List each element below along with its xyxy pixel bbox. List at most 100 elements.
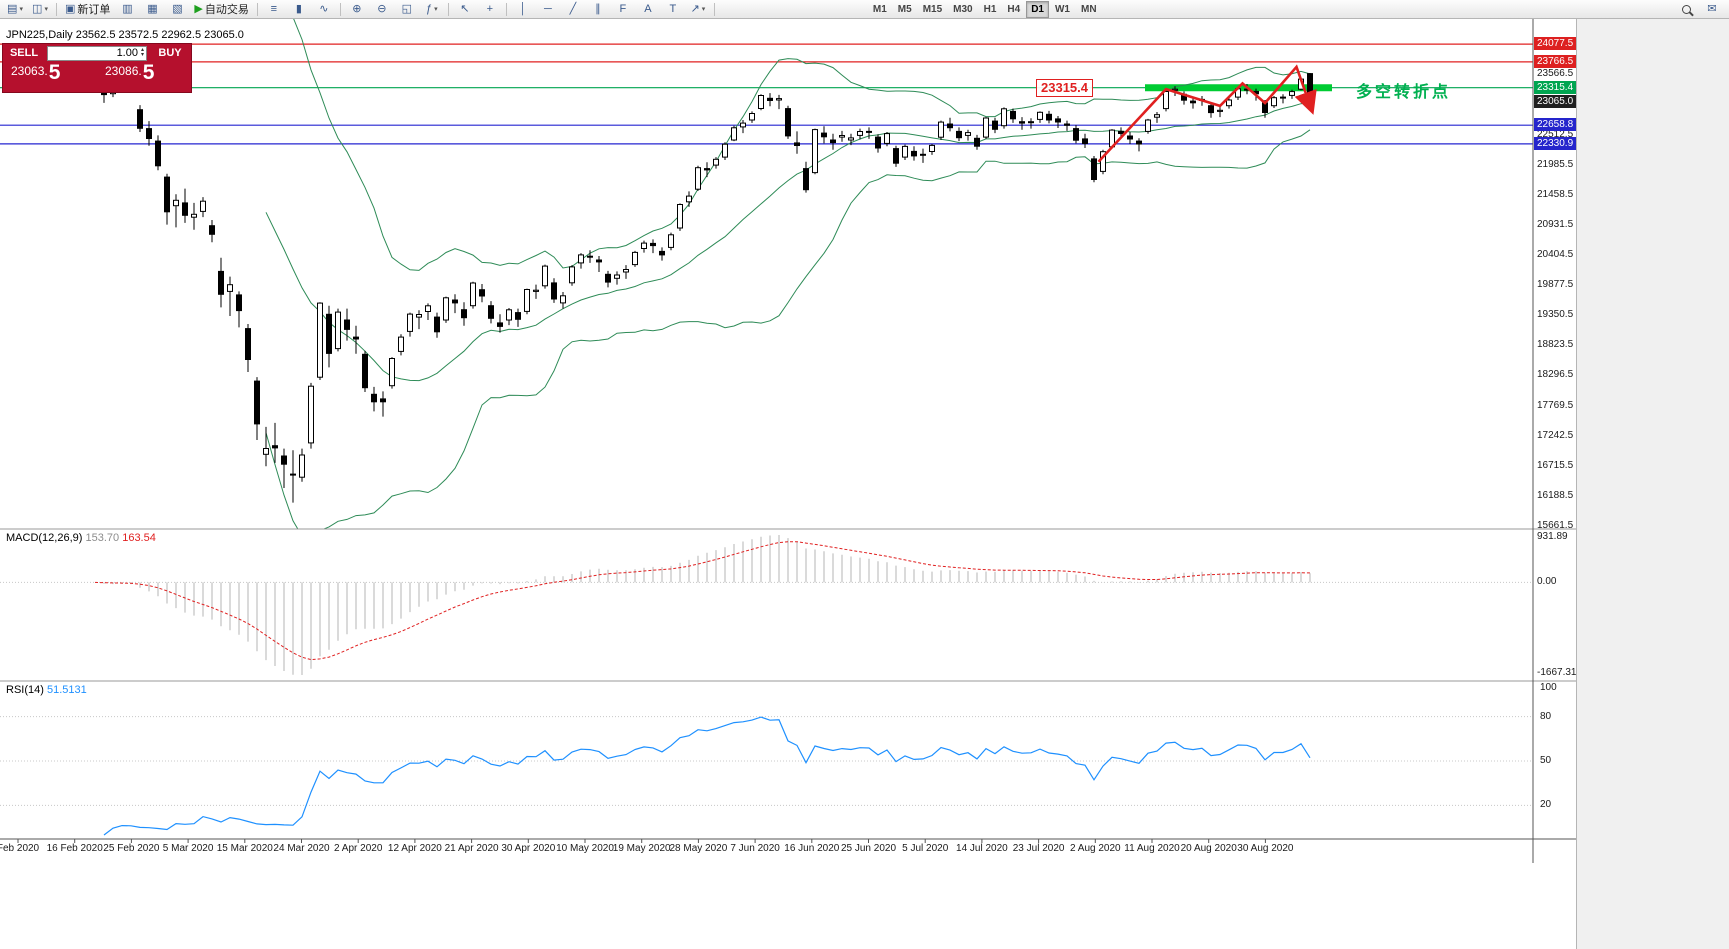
navigator-icon[interactable]: ▧ <box>165 0 189 18</box>
search-icon[interactable] <box>1674 0 1698 18</box>
new-order-icon: ▣ <box>65 2 76 15</box>
rsi-axis-label: 20 <box>1540 799 1552 811</box>
buy-price[interactable]: 23086. 5 <box>97 62 191 92</box>
horizontal-line-icon[interactable]: ─ <box>536 0 560 18</box>
price-chart-canvas[interactable] <box>0 19 1729 949</box>
chart-window: 23566.5 22512.5 21985.5 21458.5 20931.5 20404… <box>0 19 1729 949</box>
zoom-in-icon[interactable]: ⊕ <box>345 0 369 18</box>
sell-price-main: 23063. <box>11 64 48 78</box>
fibonacci-icon: F <box>619 2 627 15</box>
rsi-line <box>103 716 1311 836</box>
date-label: 30 Apr 2020 <box>501 843 556 854</box>
timeframe-m30[interactable]: M30 <box>953 3 973 15</box>
cursor-icon: ↖ <box>460 2 470 15</box>
date-label: 25 Jun 2020 <box>840 843 897 854</box>
arrow-objects-icon: ↗ <box>690 2 700 15</box>
date-label: 23 Jul 2020 <box>1012 843 1065 854</box>
channel-icon: ∥ <box>595 2 601 15</box>
price-axis-label: 20404.5 <box>1537 249 1574 261</box>
toolbar-separator <box>505 2 507 16</box>
price-tag: 23065.0 <box>1534 95 1577 108</box>
sell-price-big-digit: 5 <box>48 61 61 84</box>
crosshair-icon[interactable]: + <box>478 0 502 18</box>
zoom-out-icon: ⊖ <box>377 2 387 15</box>
text-label-icon[interactable]: T <box>661 0 685 18</box>
date-label: 28 May 2020 <box>669 843 728 854</box>
volume-stepper[interactable]: ▴ ▾ <box>140 47 144 58</box>
market-watch-icon: ▥ <box>122 2 133 15</box>
new-chart-icon[interactable]: ▤ ▾ <box>3 0 27 18</box>
timeframe-m15[interactable]: M15 <box>922 3 943 15</box>
chat-icon: ✉ <box>1707 2 1717 15</box>
bar-chart-icon: ≡ <box>270 2 278 15</box>
toolbar-separator <box>56 2 57 16</box>
market-watch-icon[interactable]: ▥ <box>115 0 139 18</box>
line-chart-icon[interactable]: ∿ <box>312 0 336 18</box>
timeframe-w1[interactable]: W1 <box>1054 3 1070 15</box>
candlestick-icon[interactable]: ▮ <box>287 0 311 18</box>
timeframe-mn[interactable]: MN <box>1080 3 1097 15</box>
profiles-icon[interactable]: ◫ ▾ <box>28 0 52 18</box>
cursor-icon[interactable]: ↖ <box>453 0 477 18</box>
rsi-name: RSI(14) <box>6 684 44 696</box>
rsi-axis-label: 80 <box>1540 710 1552 722</box>
chevron-down-icon: ▾ <box>434 6 438 13</box>
autotrading-button[interactable]: ▶ 自动交易 <box>190 0 252 18</box>
toolbar-separator <box>256 2 258 16</box>
chevron-down-icon: ▾ <box>701 6 706 13</box>
bar-chart-icon[interactable]: ≡ <box>262 0 286 18</box>
vertical-line-icon[interactable]: │ <box>511 0 535 18</box>
price-tag: 23315.4 <box>1534 80 1577 94</box>
timeframe-h1[interactable]: H1 <box>983 3 997 15</box>
price-axis-label: 19350.5 <box>1537 309 1574 321</box>
price-annotation-label[interactable]: 23315.4 <box>1036 79 1093 97</box>
timeframe-d1[interactable]: D1 <box>1026 0 1049 18</box>
chat-icon[interactable]: ✉ <box>1700 0 1724 18</box>
line-chart-icon: ∿ <box>319 2 329 15</box>
new-order-button[interactable]: ▣ 新订单 <box>61 0 114 18</box>
macd-histogram <box>94 535 1311 675</box>
trendline-icon[interactable]: ╱ <box>561 0 585 18</box>
zoom-out-icon[interactable]: ⊖ <box>370 0 394 18</box>
date-label: 24 Mar 2020 <box>273 843 330 854</box>
channel-icon[interactable]: ∥ <box>586 0 610 18</box>
price-axis-label: 16715.5 <box>1537 459 1574 471</box>
macd-axis-label: -1667.31 <box>1537 667 1577 678</box>
text-icon: A <box>644 2 652 15</box>
macd-signal-value: 163.54 <box>122 532 156 544</box>
data-window-icon[interactable]: ▦ <box>140 0 164 18</box>
volume-down-icon[interactable]: ▾ <box>140 52 144 58</box>
volume-up-icon[interactable]: ▴ <box>140 47 144 53</box>
macd-name: MACD(12,26,9) <box>6 532 83 544</box>
sell-button[interactable]: SELL <box>9 47 39 59</box>
bollinger-bands <box>265 19 1311 529</box>
sell-price[interactable]: 23063. 5 <box>3 62 97 92</box>
price-axis-label: 17242.5 <box>1537 429 1574 441</box>
macd-axis-label: 931.89 <box>1537 531 1568 542</box>
fibonacci-icon[interactable]: F <box>611 0 635 18</box>
tile-windows-icon[interactable]: ◱ <box>395 0 419 18</box>
price-axis-label: 19877.5 <box>1537 279 1574 291</box>
date-label: 25 Feb 2020 <box>103 843 160 854</box>
rsi-axis-label: 50 <box>1540 755 1552 766</box>
date-label: 5 Jul 2020 <box>902 843 949 854</box>
chevron-down-icon: ▾ <box>19 6 23 13</box>
timeframe-m5[interactable]: M5 <box>897 3 912 15</box>
one-click-trading-panel: SELL 1.00 ▴ ▾ BUY 23063. 5 23086. 5 <box>2 43 192 93</box>
date-label: 10 May 2020 <box>556 843 614 854</box>
price-axis-label: 22512.5 <box>1537 128 1574 140</box>
trend-zigzag[interactable] <box>1097 64 1317 163</box>
empty-dock-area <box>1576 19 1729 949</box>
navigator-icon: ▧ <box>172 2 183 15</box>
macd-axis-label: 0.00 <box>1537 576 1557 588</box>
buy-button[interactable]: BUY <box>158 47 182 59</box>
price-tag: 22658.8 <box>1534 118 1577 132</box>
new-order-button-label: 新订单 <box>77 4 111 16</box>
turning-point-annotation[interactable]: 多空转折点 <box>1356 84 1452 101</box>
arrow-objects-icon[interactable]: ↗ ▾ <box>686 0 710 18</box>
timeframe-h4[interactable]: H4 <box>1007 3 1021 15</box>
text-icon[interactable]: A <box>636 0 660 18</box>
indicators-icon[interactable]: ƒ ▾ <box>420 0 444 18</box>
timeframe-m1[interactable]: M1 <box>872 3 887 15</box>
volume-input[interactable]: 1.00 ▴ ▾ <box>47 45 147 61</box>
